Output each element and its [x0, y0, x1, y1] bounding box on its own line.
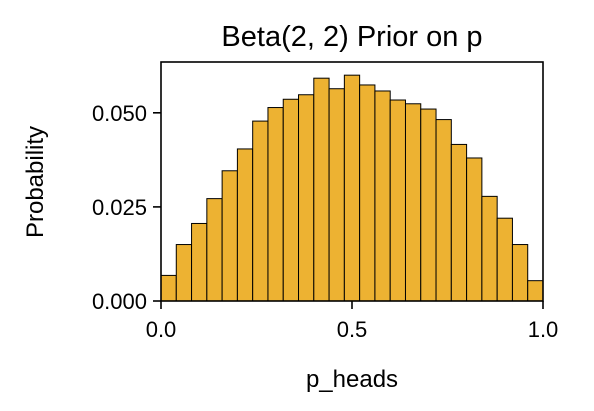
chart-title: Beta(2, 2) Prior on p: [221, 21, 482, 53]
histogram-bar-9: [298, 94, 315, 302]
histogram-bar-16: [404, 103, 422, 302]
histogram-bar-7: [267, 107, 284, 302]
histogram-bar-0: [160, 274, 177, 302]
histogram-bar-24: [527, 280, 544, 302]
x-axis: 0.0 0.5 1.0: [146, 301, 559, 342]
y-tick-label: 0.050: [92, 101, 147, 126]
histogram-bar-3: [206, 198, 223, 302]
x-tick-label: 1.0: [528, 317, 559, 342]
histogram-bar-14: [374, 90, 391, 302]
histogram-bar-22: [496, 217, 513, 302]
y-axis: 0.000 0.025 0.050: [92, 101, 161, 314]
histogram-bar-8: [282, 98, 300, 302]
histogram-bar-17: [420, 108, 437, 302]
bars-group: [160, 74, 544, 302]
y-tick-label: 0.025: [92, 195, 147, 220]
histogram-bar-4: [221, 170, 238, 302]
histogram-bar-13: [359, 84, 376, 302]
histogram-bar-20: [466, 157, 483, 302]
x-tick-label: 0.0: [146, 317, 177, 342]
histogram-bar-1: [175, 244, 193, 302]
histogram-bar-15: [389, 99, 406, 302]
histogram-bar-10: [313, 77, 330, 302]
histogram-bar-2: [191, 222, 208, 302]
x-axis-label: p_heads: [306, 366, 398, 393]
y-tick-label: 0.000: [92, 289, 147, 314]
histogram-bar-5: [236, 148, 254, 302]
histogram-bar-23: [511, 244, 529, 302]
histogram-bar-21: [481, 195, 498, 302]
histogram-bar-19: [450, 143, 468, 302]
histogram-bar-18: [435, 119, 452, 302]
histogram-bar-11: [328, 88, 345, 302]
x-tick-label: 0.5: [337, 317, 368, 342]
histogram-bar-6: [252, 120, 269, 302]
y-axis-label: Probability: [22, 126, 49, 238]
histogram-bar-12: [343, 74, 361, 302]
